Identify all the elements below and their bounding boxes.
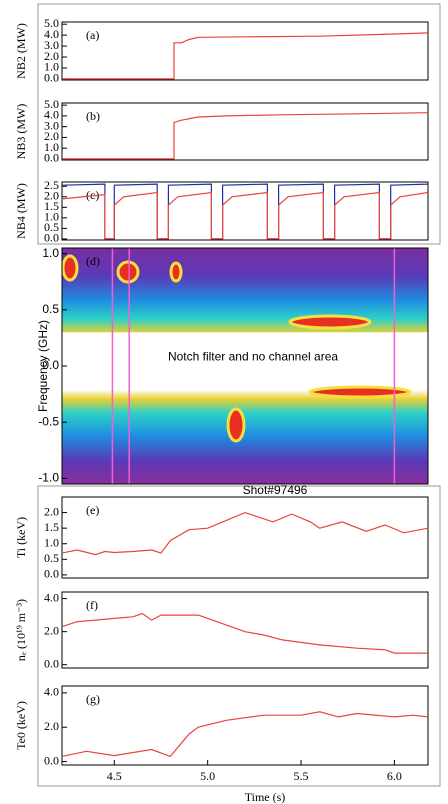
annotation: Notch filter and no channel area bbox=[168, 350, 338, 364]
y-axis-label: nₑ (10¹⁹ m⁻³) bbox=[14, 599, 28, 661]
y-tick-label: -0.5 bbox=[38, 414, 59, 428]
y-tick-label: 2.0 bbox=[44, 189, 59, 203]
data-line bbox=[61, 191, 429, 240]
data-line bbox=[61, 612, 428, 654]
panel-label: (g) bbox=[86, 692, 100, 706]
y-tick-label: 1.5 bbox=[44, 520, 59, 534]
y-tick-label: 2.0 bbox=[44, 623, 59, 637]
panel-label: (f) bbox=[86, 598, 98, 612]
y-tick-label: 1.0 bbox=[44, 210, 59, 224]
y-tick-label: 1.5 bbox=[44, 199, 59, 213]
panel-label: (c) bbox=[86, 188, 99, 202]
y-tick-label: 5.0 bbox=[44, 16, 59, 30]
hot-spot bbox=[169, 261, 183, 283]
y-tick-label: 3.0 bbox=[44, 38, 59, 52]
y-tick-label: 0.0 bbox=[44, 567, 59, 581]
y-tick-label: 0.5 bbox=[42, 302, 59, 316]
y-tick-label: 4.0 bbox=[44, 590, 59, 604]
hot-spot bbox=[61, 254, 79, 282]
x-tick-label: 5.0 bbox=[200, 769, 215, 783]
hot-spot bbox=[226, 407, 246, 443]
y-tick-label: 2.0 bbox=[44, 719, 59, 733]
y-axis-label: NB2 (MW) bbox=[14, 23, 28, 79]
panel-label: (b) bbox=[86, 109, 100, 123]
panel-label: (e) bbox=[86, 503, 99, 517]
plot-frame bbox=[61, 181, 429, 241]
data-line bbox=[62, 32, 429, 80]
y-tick-label: 0.0 bbox=[44, 151, 59, 165]
data-line bbox=[61, 711, 429, 758]
y-tick-label: -1.0 bbox=[38, 471, 59, 485]
data-line bbox=[61, 183, 429, 240]
x-tick-label: 4.5 bbox=[107, 769, 122, 783]
plot-frame bbox=[61, 102, 429, 161]
data-line bbox=[61, 511, 429, 556]
x-axis-label: Time (s) bbox=[245, 790, 286, 804]
y-axis-label: Frequency (GHz) bbox=[36, 320, 50, 412]
notch-area bbox=[62, 332, 428, 383]
panel-label: (a) bbox=[86, 28, 99, 42]
y-tick-label: 5.0 bbox=[44, 97, 59, 111]
hot-spot bbox=[308, 385, 412, 399]
y-axis-label: Ti (keV) bbox=[14, 517, 28, 558]
y-tick-label: 1.0 bbox=[44, 140, 59, 154]
y-tick-label: 2.0 bbox=[44, 504, 59, 518]
plot-frame bbox=[61, 496, 429, 579]
shot-label: Shot#97496 bbox=[243, 483, 308, 497]
y-tick-label: 3.0 bbox=[44, 118, 59, 132]
y-tick-label: 1.0 bbox=[44, 60, 59, 74]
x-tick-label: 5.5 bbox=[294, 769, 309, 783]
y-tick-label: 4.0 bbox=[44, 27, 59, 41]
y-tick-label: 0.5 bbox=[44, 551, 59, 565]
y-tick-label: 2.0 bbox=[44, 49, 59, 63]
y-axis-label: NB3 (MW) bbox=[14, 104, 28, 160]
plot-frame bbox=[61, 591, 429, 669]
y-tick-label: 1.0 bbox=[42, 246, 59, 260]
y-tick-label: 0.0 bbox=[44, 71, 59, 85]
y-tick-label: 4.0 bbox=[44, 108, 59, 122]
y-tick-label: 0.0 bbox=[42, 358, 59, 372]
plot-frame bbox=[61, 685, 429, 766]
panel-frame bbox=[37, 485, 441, 787]
plot-frame bbox=[61, 21, 429, 81]
y-tick-label: 0.0 bbox=[44, 753, 59, 767]
panel-label: (d) bbox=[86, 254, 100, 268]
hot-spot bbox=[116, 260, 140, 284]
hot-spot bbox=[288, 314, 372, 330]
y-tick-label: 0.0 bbox=[44, 656, 59, 670]
y-tick-label: 2.0 bbox=[44, 129, 59, 143]
y-tick-label: 1.0 bbox=[44, 535, 59, 549]
data-line bbox=[62, 112, 429, 160]
x-tick-label: 6.0 bbox=[387, 769, 402, 783]
y-tick-label: 4.0 bbox=[44, 685, 59, 699]
y-tick-label: 0.5 bbox=[44, 220, 59, 234]
panel-frame bbox=[37, 3, 441, 245]
y-axis-label: NB4 (MW) bbox=[14, 183, 28, 239]
y-tick-label: 0.0 bbox=[44, 231, 59, 245]
y-axis-label: Te0 (keV) bbox=[14, 701, 28, 750]
y-tick-label: 2.5 bbox=[44, 178, 59, 192]
